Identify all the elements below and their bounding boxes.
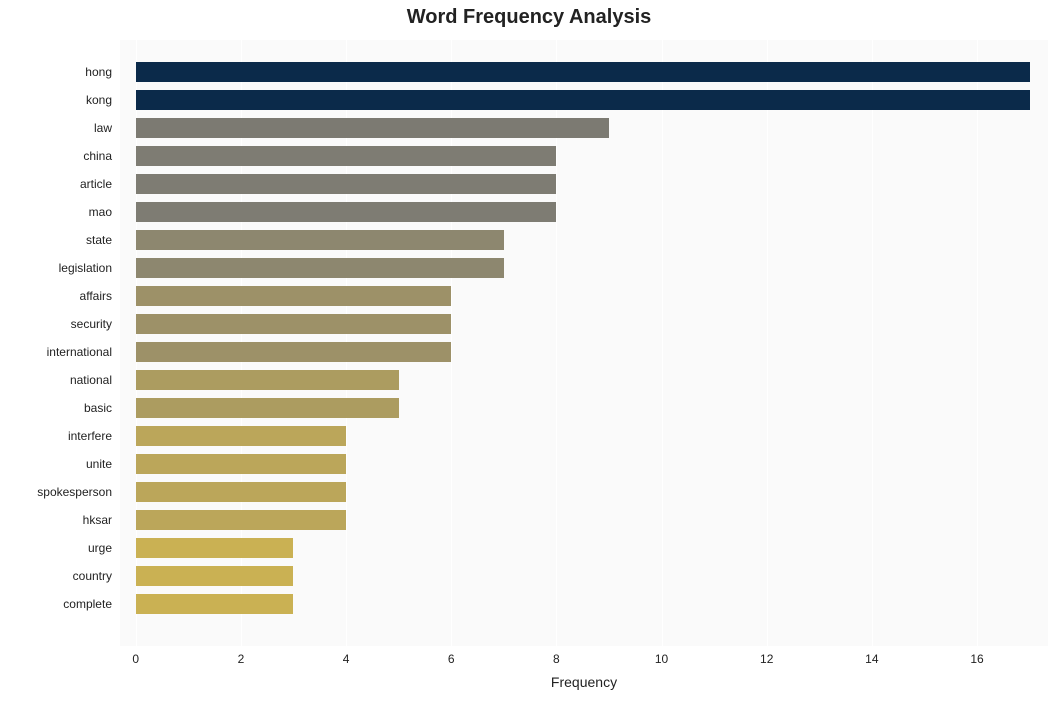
bar <box>136 594 294 614</box>
y-tick-label: basic <box>0 402 112 414</box>
bar <box>136 510 346 530</box>
bar <box>136 174 557 194</box>
bar <box>136 566 294 586</box>
bar <box>136 90 1030 110</box>
plot-inner <box>120 40 1048 646</box>
y-tick-label: china <box>0 150 112 162</box>
bar <box>136 146 557 166</box>
x-tick-label: 14 <box>865 652 878 666</box>
y-tick-label: spokesperson <box>0 486 112 498</box>
x-tick-label: 4 <box>343 652 350 666</box>
y-tick-label: unite <box>0 458 112 470</box>
bar <box>136 62 1030 82</box>
bar <box>136 426 346 446</box>
plot-area <box>120 40 1048 646</box>
y-tick-label: law <box>0 122 112 134</box>
bar <box>136 230 504 250</box>
y-tick-label: article <box>0 178 112 190</box>
bar <box>136 398 399 418</box>
bar <box>136 314 451 334</box>
bar <box>136 454 346 474</box>
y-tick-label: mao <box>0 206 112 218</box>
y-tick-label: kong <box>0 94 112 106</box>
bar <box>136 482 346 502</box>
grid-line <box>767 40 768 646</box>
x-tick-label: 12 <box>760 652 773 666</box>
y-tick-label: hong <box>0 66 112 78</box>
y-tick-label: interfere <box>0 430 112 442</box>
bar <box>136 202 557 222</box>
y-tick-label: national <box>0 374 112 386</box>
grid-line <box>872 40 873 646</box>
y-tick-label: affairs <box>0 290 112 302</box>
y-tick-label: country <box>0 570 112 582</box>
x-tick-label: 0 <box>132 652 139 666</box>
bar <box>136 342 451 362</box>
y-tick-label: state <box>0 234 112 246</box>
chart-title: Word Frequency Analysis <box>0 6 1058 29</box>
y-tick-label: urge <box>0 542 112 554</box>
x-axis-title: Frequency <box>120 674 1048 690</box>
x-tick-label: 16 <box>970 652 983 666</box>
y-tick-label: legislation <box>0 262 112 274</box>
x-tick-label: 8 <box>553 652 560 666</box>
bar <box>136 286 451 306</box>
chart-container: Word Frequency Analysis Frequency 0 2 4 6 8 1… <box>0 0 1058 701</box>
x-tick-label: 2 <box>238 652 245 666</box>
y-tick-label: security <box>0 318 112 330</box>
x-tick-label: 10 <box>655 652 668 666</box>
bar <box>136 538 294 558</box>
bar <box>136 370 399 390</box>
bar <box>136 118 609 138</box>
grid-line <box>662 40 663 646</box>
y-tick-label: hksar <box>0 514 112 526</box>
y-tick-label: complete <box>0 598 112 610</box>
y-tick-label: international <box>0 346 112 358</box>
bar <box>136 258 504 278</box>
x-tick-label: 6 <box>448 652 455 666</box>
grid-line <box>977 40 978 646</box>
